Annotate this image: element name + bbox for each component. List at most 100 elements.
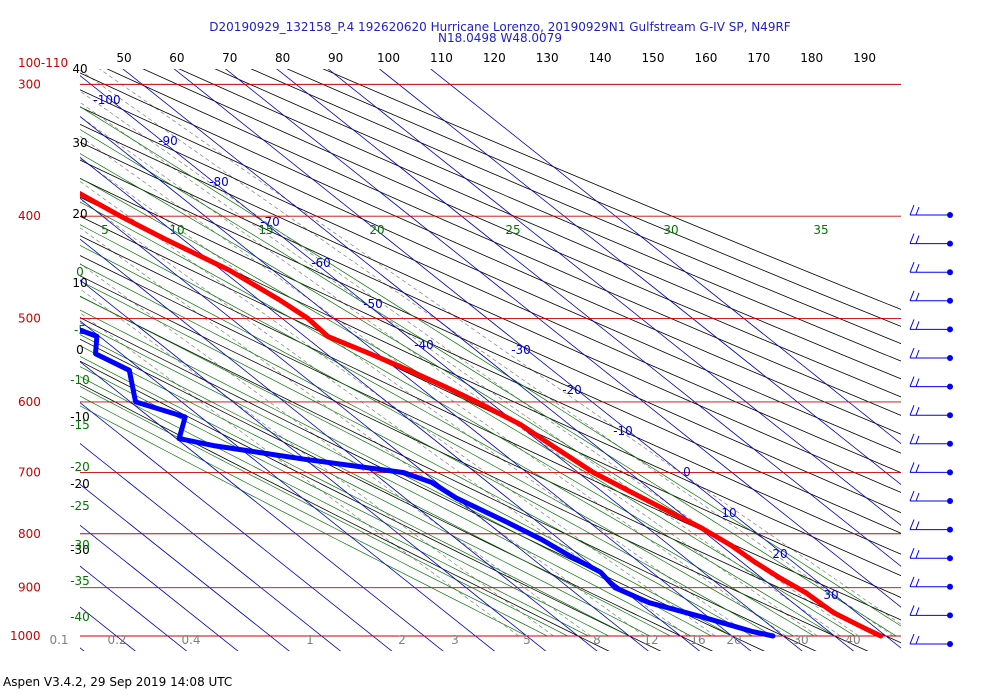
wind-barb-feather	[909, 519, 915, 530]
top-scale-label: 100	[377, 51, 400, 65]
isotherm-label: -40	[414, 338, 434, 352]
dry-adiabat-line	[80, 338, 714, 651]
isotherm-label: -80	[209, 175, 229, 189]
wind-barb-feather	[909, 490, 915, 502]
isotherm-line	[80, 279, 547, 651]
dry-adiabat-line	[80, 235, 901, 621]
wind-barb-point	[947, 440, 953, 447]
dry-adiabat-line	[80, 215, 901, 598]
theta-e-label: 25	[505, 223, 520, 237]
top-scale-label: 70	[222, 51, 237, 65]
mixing-ratio-label: 40	[845, 633, 860, 647]
wind-barb-point	[947, 269, 953, 276]
chart-title-line2: N18.0498 W48.0079	[438, 31, 562, 45]
top-scale-label: 140	[589, 51, 612, 65]
mixing-ratio-line	[98, 69, 901, 625]
mixing-ratio-label: 0.2	[107, 633, 126, 647]
isotherm-line	[80, 361, 444, 651]
pressure-label: 500	[18, 311, 41, 325]
dry-adiabat-line	[80, 141, 901, 514]
isotherm-label: 10	[721, 506, 736, 520]
isotherm-label: -60	[311, 256, 331, 270]
dry-adiabat-line	[142, 69, 901, 398]
mixing-ratio-label: 1	[306, 633, 314, 647]
theta-e-label: 5	[101, 223, 109, 237]
top-scale-label: 110	[430, 51, 453, 65]
moist-adiabat-label: 0	[76, 265, 84, 279]
dry-adiabat-line	[80, 295, 817, 651]
isotherm-label: -10	[613, 424, 633, 438]
wind-barb	[909, 462, 953, 476]
left-scale-label: -30	[70, 543, 90, 557]
dry-adiabat-line	[80, 383, 610, 651]
top-scale-label: 130	[536, 51, 559, 65]
top-scale-label: 160	[694, 51, 717, 65]
wind-barb-feather	[915, 492, 920, 502]
top-scale-label: 60	[169, 51, 184, 65]
isotherm-line	[80, 238, 598, 651]
moist-adiabat-label: -15	[70, 418, 90, 432]
wind-barb	[909, 262, 953, 276]
wind-barb-feather	[909, 262, 915, 273]
left-scale-label: 0	[76, 343, 84, 357]
wind-barb-feather	[909, 633, 915, 645]
wind-barb	[909, 548, 953, 562]
wind-barb-feather	[909, 605, 915, 616]
wind-barb-feather	[909, 376, 915, 387]
mixing-ratio-label: 30	[793, 633, 808, 647]
wind-barb-feather	[915, 635, 920, 645]
isotherm-label: 0	[683, 465, 691, 479]
isotherm-line	[80, 156, 701, 651]
theta-e-label: 10	[169, 223, 184, 237]
wind-barb	[909, 433, 953, 447]
wind-barb-feather	[909, 204, 915, 216]
isotherm-line	[122, 69, 855, 651]
wind-barb	[909, 233, 953, 247]
theta-e-label: 20	[369, 223, 384, 237]
moist-adiabat-label: -40	[70, 610, 90, 624]
wind-barb-point	[947, 355, 953, 361]
wind-barb	[909, 605, 953, 619]
isotherm-line	[80, 402, 393, 651]
mixing-ratio-label: 0.4	[181, 633, 200, 647]
isotherm-line	[276, 69, 901, 567]
left-scale-label: 40	[72, 62, 87, 76]
mixing-ratio-label: 3	[451, 633, 459, 647]
wind-barb-feather	[915, 435, 920, 444]
dry-adiabat-line	[80, 72, 901, 435]
wind-barb-feather	[915, 464, 920, 473]
mixing-ratio-label: 16	[690, 633, 705, 647]
wind-barb	[909, 519, 953, 533]
wind-barb-point	[947, 469, 953, 476]
wind-barb-feather	[909, 462, 915, 473]
wind-barb-feather	[909, 576, 915, 587]
isotherm-label: -90	[158, 134, 178, 148]
dry-adiabat-line	[80, 196, 901, 577]
wind-barb-feather	[915, 607, 920, 616]
isotherm-label: -70	[260, 215, 280, 229]
pressure-label: 600	[18, 395, 41, 409]
isotherm-label: -50	[363, 297, 383, 311]
wind-barb-point	[947, 583, 953, 590]
wind-barb-feather	[915, 578, 920, 587]
top-scale-label: 80	[275, 51, 290, 65]
left-scale-label: -20	[70, 477, 90, 491]
wind-barb-feather	[915, 206, 920, 216]
top-scale-label: 120	[483, 51, 506, 65]
left-scale-label: -10	[70, 410, 90, 424]
wind-barb	[909, 490, 953, 504]
isotherm-label: 30	[823, 588, 838, 602]
dry-adiabat-line	[80, 275, 869, 651]
isotherm-line	[173, 69, 901, 649]
moist-adiabat-label: -30	[70, 538, 90, 552]
isotherm-line	[430, 69, 901, 445]
wind-barb-point	[947, 240, 953, 247]
pressure-label: 1000	[10, 629, 41, 643]
theta-e-label: 15	[258, 223, 273, 237]
mixing-ratio-label: 5	[523, 633, 531, 647]
theta-e-label: 35	[813, 223, 828, 237]
pressure-label: 900	[18, 581, 41, 595]
wind-barb-feather	[915, 550, 920, 559]
wind-barb-point	[947, 641, 953, 647]
top-scale-label: 50	[116, 51, 131, 65]
